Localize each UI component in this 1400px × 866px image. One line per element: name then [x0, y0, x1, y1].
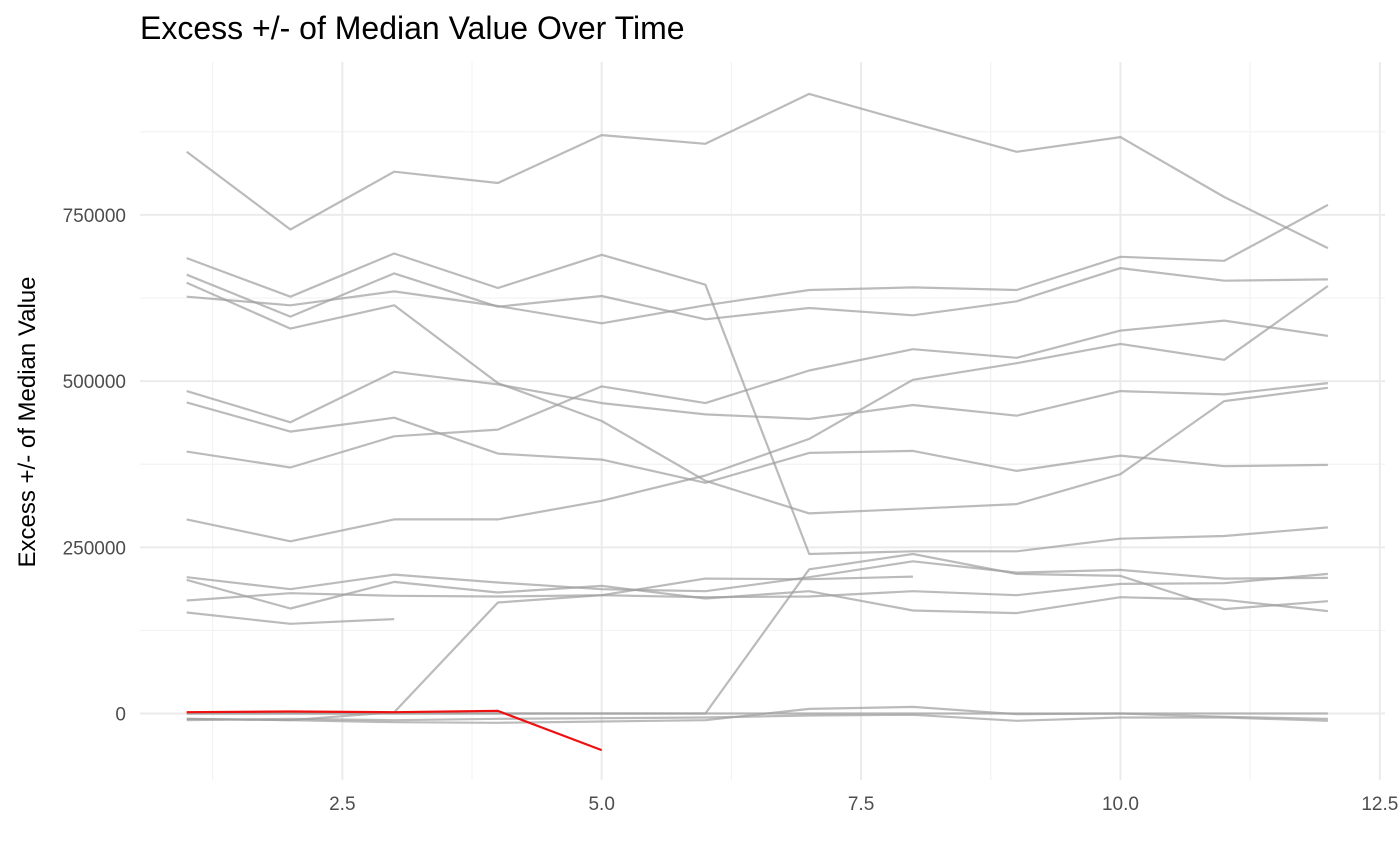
series-line	[186, 252, 1328, 556]
series-line	[186, 611, 395, 625]
x-tick-label: 7.5	[848, 794, 874, 815]
grid-lines	[140, 62, 1385, 780]
x-tick-label: 2.5	[329, 794, 355, 815]
tick-labels: 2.5 5.0 7.5 10.0 12.5 0 250000 500000 750000	[63, 206, 1399, 815]
series-line	[186, 203, 1329, 325]
y-tick-label: 500000	[63, 372, 126, 393]
y-tick-label: 0	[115, 705, 126, 726]
series-line	[186, 713, 1328, 722]
series-line	[186, 92, 1329, 250]
series-line	[186, 267, 1328, 321]
x-tick-label: 10.0	[1102, 794, 1139, 815]
series-line	[186, 578, 1329, 615]
series-line	[186, 370, 1329, 424]
series-line	[186, 281, 1329, 515]
series-line	[186, 319, 1329, 469]
y-axis-label: Excess +/- of Median Value	[14, 276, 41, 567]
x-tick-label: 12.5	[1361, 794, 1398, 815]
series-line	[186, 401, 1328, 484]
chart-title: Excess +/- of Median Value Over Time	[140, 10, 685, 46]
series-line	[186, 560, 1328, 593]
highlighted-series-line	[186, 709, 603, 752]
series-layer	[186, 92, 1329, 752]
series-line	[186, 575, 913, 602]
y-tick-label: 250000	[63, 538, 126, 559]
x-tick-label: 5.0	[588, 794, 614, 815]
series-line	[186, 285, 1329, 543]
y-tick-label: 750000	[63, 206, 126, 227]
